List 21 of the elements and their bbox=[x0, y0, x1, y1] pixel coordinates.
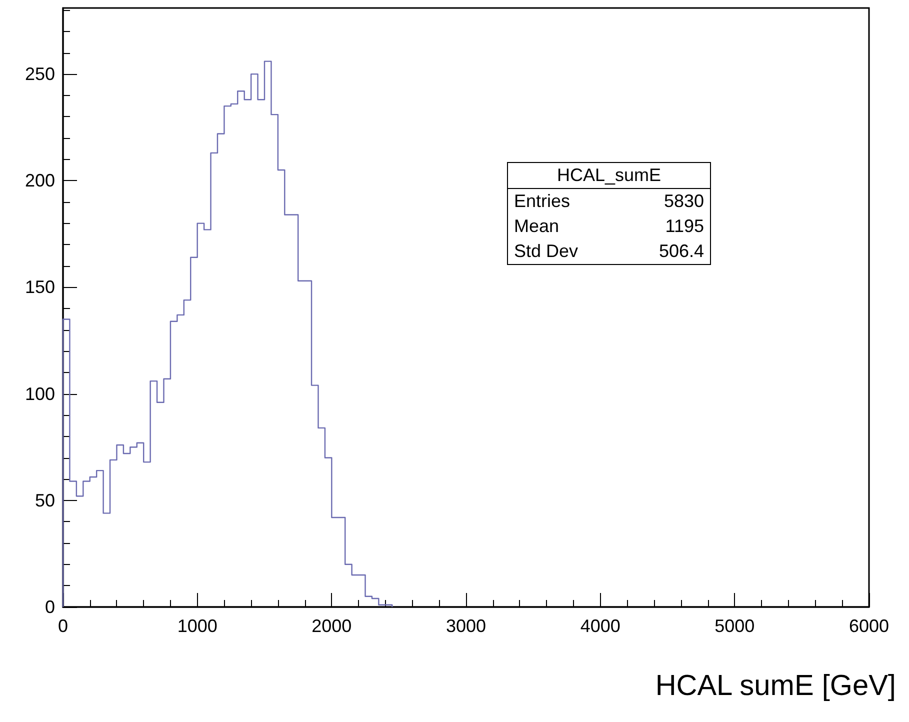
y-tick-label: 250 bbox=[24, 64, 55, 84]
annotation: HCAL_sumE bbox=[508, 163, 710, 189]
y-tick-label: 150 bbox=[24, 277, 55, 298]
x-axis-title: HCAL sumE [GeV] bbox=[655, 670, 896, 703]
y-tick-label: 0 bbox=[44, 597, 55, 617]
x-tick-label: 0 bbox=[58, 616, 68, 636]
x-tick-label: 5000 bbox=[714, 616, 755, 636]
x-tick-label: 4000 bbox=[580, 616, 620, 636]
y-tick-label: 100 bbox=[24, 384, 55, 404]
x-tick-label: 3000 bbox=[446, 616, 486, 636]
x-tick-label: 6000 bbox=[848, 616, 890, 636]
annotation: 506.4 bbox=[658, 241, 704, 262]
annotation: Entries bbox=[514, 191, 570, 212]
annotation: Std Dev bbox=[514, 241, 578, 262]
x-tick-label: 2000 bbox=[312, 616, 352, 636]
annotation: 1195 bbox=[665, 216, 704, 237]
x-tick-label: 1000 bbox=[177, 616, 218, 636]
y-tick-label: 50 bbox=[34, 490, 55, 510]
annotation: Mean bbox=[514, 216, 560, 237]
annotation: 5830 bbox=[664, 191, 704, 212]
y-tick-label: 200 bbox=[24, 170, 55, 191]
